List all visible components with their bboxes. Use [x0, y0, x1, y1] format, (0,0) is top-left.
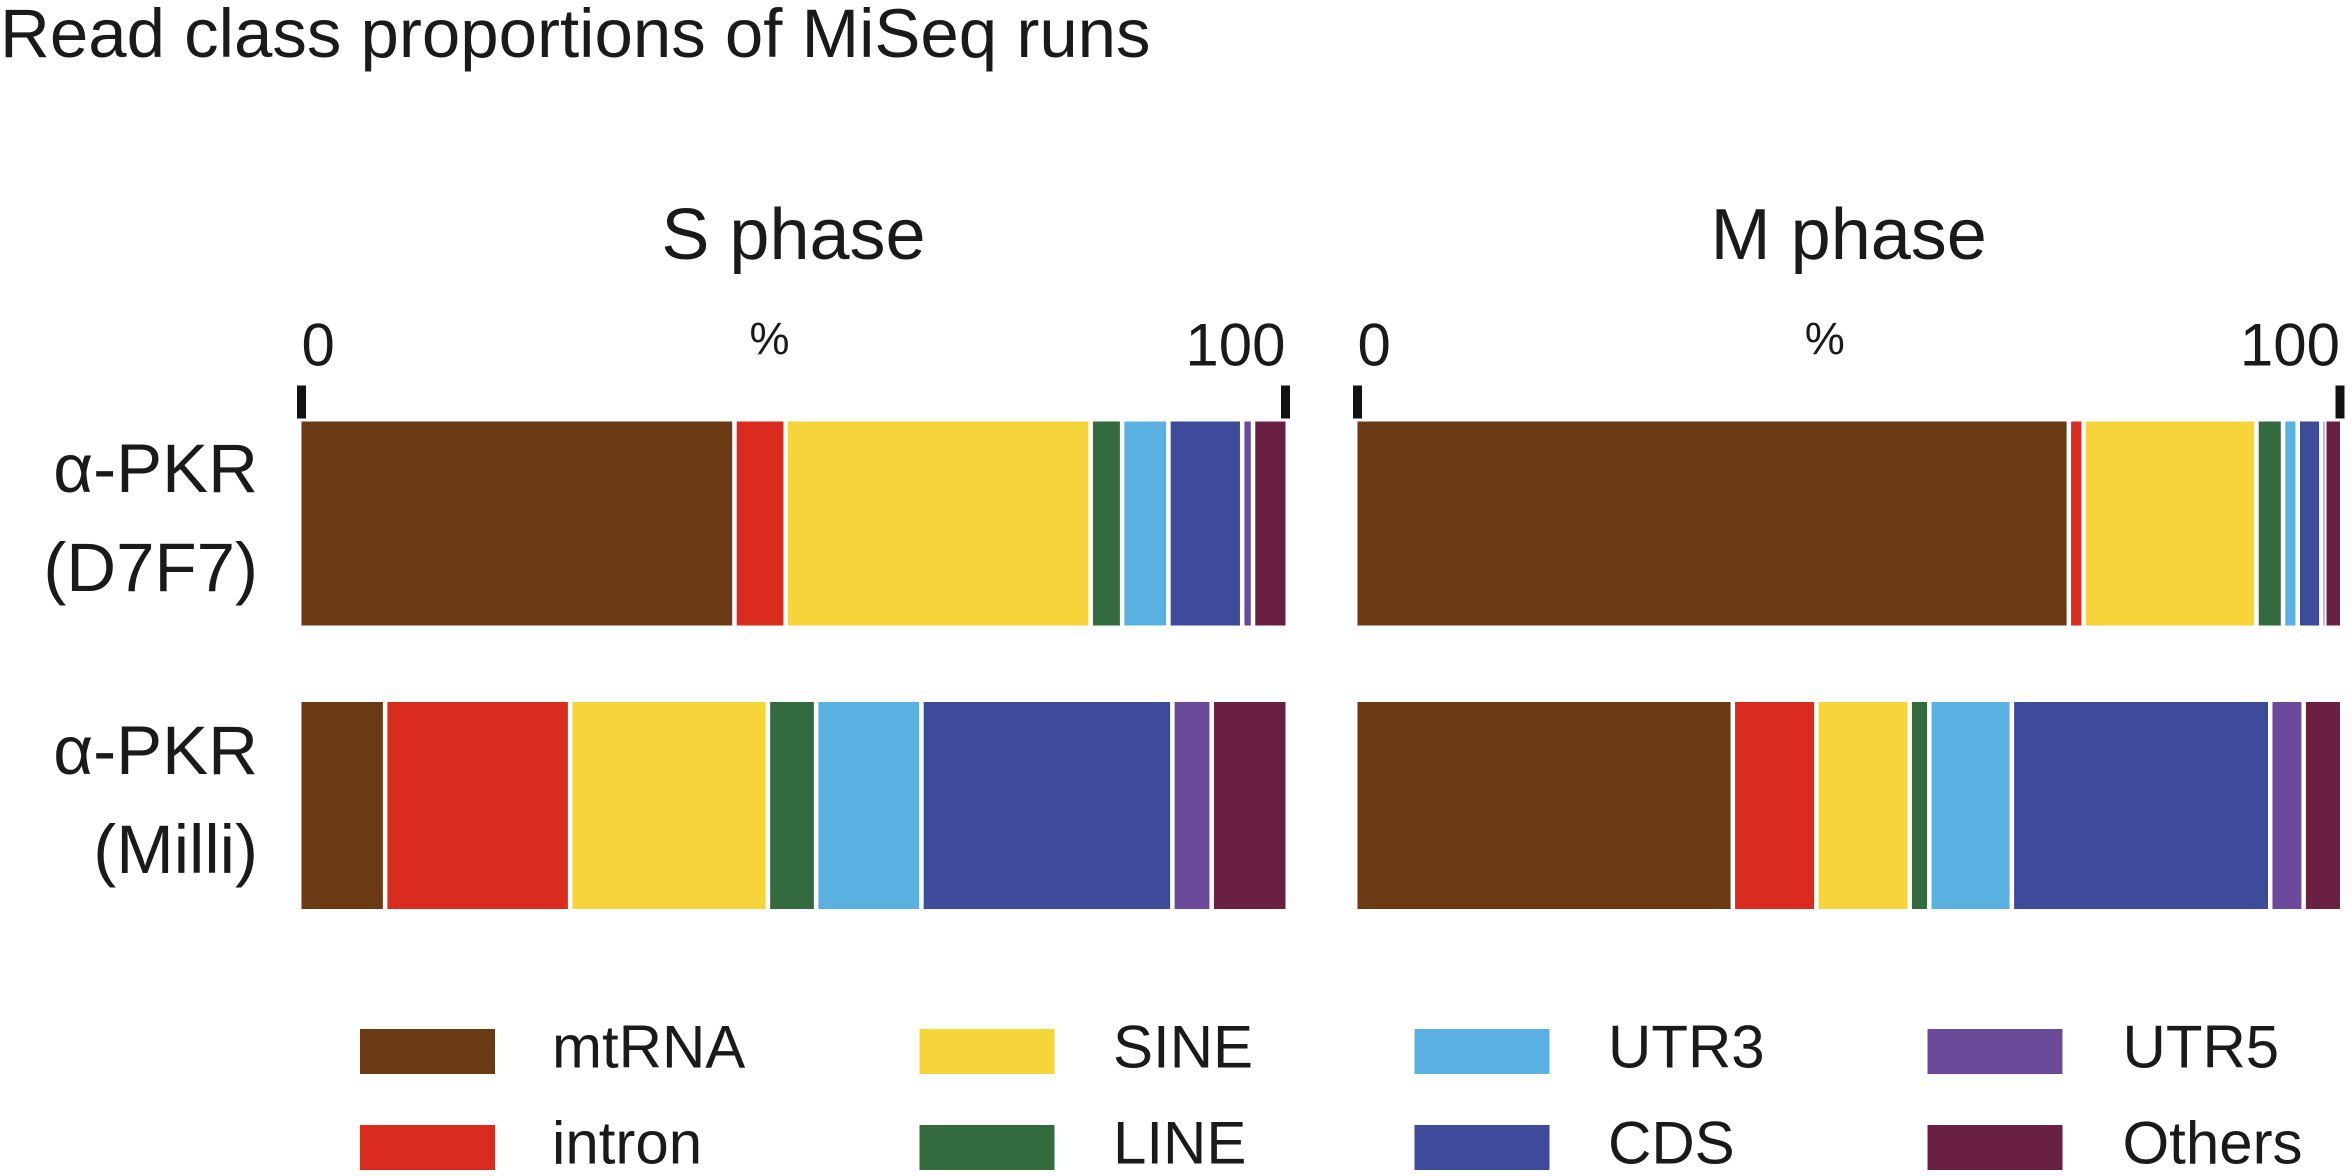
x-axis-label: %	[1805, 313, 1845, 364]
bar-segment	[1818, 702, 1908, 909]
category-label: α-PKR (Milli)	[53, 712, 258, 888]
bar-segment	[1092, 421, 1120, 626]
panel-title: M phase	[1711, 195, 1987, 275]
legend-label: UTR3	[1608, 1013, 1765, 1080]
x-tick-label: 100	[1185, 311, 1285, 378]
legend-swatch	[1927, 1029, 2063, 1074]
bar-segment	[387, 702, 568, 909]
legend-label: UTR5	[2123, 1013, 2280, 1080]
bar-segment	[2014, 702, 2268, 909]
bar-segment	[923, 702, 1171, 909]
legend-swatch	[919, 1029, 1055, 1074]
x-tick-label: 0	[302, 311, 335, 378]
bar-segment	[1170, 421, 1240, 626]
bar-segment	[2323, 421, 2325, 626]
bar-segment	[1174, 702, 1210, 909]
bar-segment	[2085, 421, 2255, 626]
bar-segment	[572, 702, 766, 909]
bar-segment	[1244, 421, 1251, 626]
legend-label: SINE	[1113, 1013, 1253, 1080]
bar-segment	[301, 421, 733, 626]
bar-segment	[2300, 421, 2320, 626]
legend-swatch	[1414, 1125, 1550, 1170]
bar-segment	[736, 421, 784, 626]
bar-segment	[2071, 421, 2082, 626]
bar-segment	[2285, 421, 2296, 626]
bar-segment	[1255, 421, 1286, 626]
bar-segment	[2272, 702, 2302, 909]
bar-segment	[2305, 702, 2340, 909]
bar-segment	[1911, 702, 1928, 909]
legend-label: mtRNA	[552, 1013, 745, 1080]
x-tick-label: 0	[1358, 311, 1391, 378]
chart-title: Read class proportions of MiSeq runs	[0, 0, 1151, 72]
bar-segment	[1357, 421, 2067, 626]
bar-segment	[2258, 421, 2281, 626]
legend-label: Others	[2123, 1109, 2303, 1176]
bar-segment	[1213, 702, 1286, 909]
legend-swatch	[1927, 1125, 2063, 1170]
x-tick-label: 100	[2240, 311, 2340, 378]
category-label: α-PKR (D7F7)	[43, 430, 258, 606]
legend-label: intron	[552, 1109, 702, 1176]
bar-segment	[787, 421, 1089, 626]
bar-segment	[2326, 421, 2340, 626]
legend-swatch	[1414, 1029, 1550, 1074]
bar-segment	[1931, 702, 2010, 909]
legend-swatch	[360, 1029, 495, 1074]
legend-label: CDS	[1608, 1109, 1735, 1176]
bar-segment	[301, 702, 383, 909]
bar-segment	[818, 702, 920, 909]
bar-segment	[1735, 702, 1815, 909]
x-axis-label: %	[749, 313, 789, 364]
bar-segment	[1357, 702, 1731, 909]
bar-segment	[770, 702, 814, 909]
bar-segment	[1124, 421, 1167, 626]
legend-swatch	[360, 1125, 495, 1170]
legend-swatch	[919, 1125, 1055, 1170]
panel-title: S phase	[661, 195, 925, 275]
legend-label: LINE	[1113, 1109, 1246, 1176]
